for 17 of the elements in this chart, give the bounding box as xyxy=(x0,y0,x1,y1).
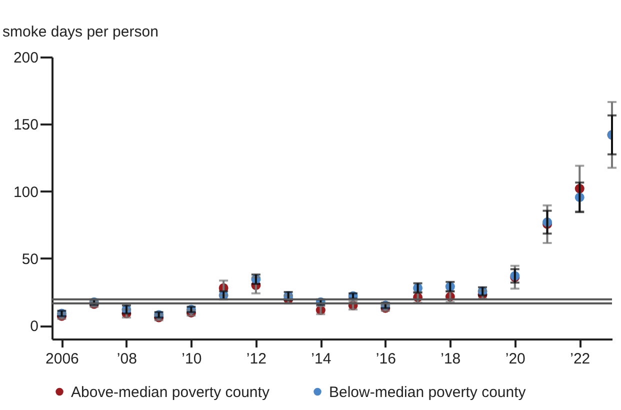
x-tick-label: ’22 xyxy=(570,350,590,368)
x-tick-label: ’14 xyxy=(311,350,332,368)
legend-label: Above-median poverty county xyxy=(71,384,270,401)
y-tick-label: 0 xyxy=(30,318,38,336)
x-tick-label: 2006 xyxy=(46,350,79,368)
x-tick-label: ’16 xyxy=(376,350,396,368)
y-tick-label: 150 xyxy=(13,116,38,134)
x-tick-label: ’18 xyxy=(440,350,461,368)
y-tick-label: 100 xyxy=(13,184,38,201)
x-tick-label: ’08 xyxy=(116,350,137,368)
y-axis-title: smoke days per person xyxy=(2,24,158,40)
x-tick-label: ’20 xyxy=(505,350,526,368)
x-tick-label: ’10 xyxy=(182,350,202,368)
legend-label: Below-median poverty county xyxy=(329,384,526,401)
x-tick-label: ’12 xyxy=(246,350,266,368)
y-tick-label: 50 xyxy=(22,250,38,268)
y-tick-label: 200 xyxy=(13,50,38,66)
